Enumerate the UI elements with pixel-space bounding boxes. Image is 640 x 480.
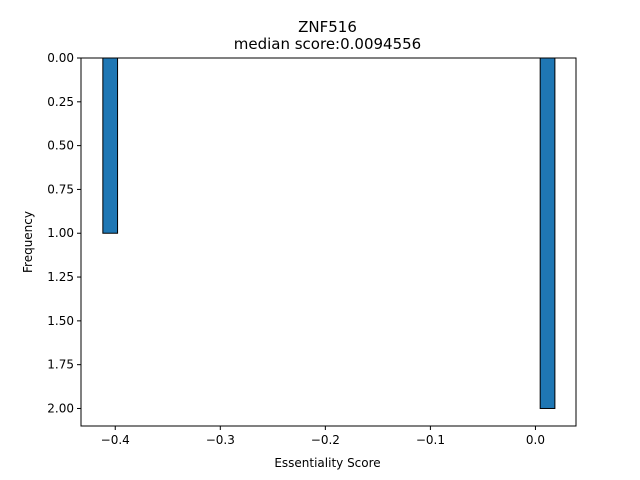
y-axis-label: Frequency xyxy=(21,211,35,273)
histogram-bar-1 xyxy=(539,57,556,409)
x-tick-label: −0.2 xyxy=(311,433,340,447)
y-tick-label: 1.00 xyxy=(47,226,74,240)
y-tick-label: 1.25 xyxy=(47,270,74,284)
bars-group xyxy=(102,57,556,409)
y-tick-label: 1.75 xyxy=(47,358,74,372)
chart-title: ZNF516 xyxy=(298,18,357,36)
chart-subtitle: median score:0.0094556 xyxy=(234,35,421,53)
y-tick-label: 1.50 xyxy=(47,314,74,328)
x-tick-label: 0.0 xyxy=(526,433,545,447)
y-tick-label: 2.00 xyxy=(47,401,74,415)
y-tick-label: 0.75 xyxy=(47,182,74,196)
y-tick-label: 0.50 xyxy=(47,139,74,153)
plot-frame xyxy=(80,57,577,427)
x-tick-label: −0.1 xyxy=(416,433,445,447)
y-tick-label: 0.00 xyxy=(47,51,74,65)
x-tick-label: −0.4 xyxy=(101,433,130,447)
x-tick-label: −0.3 xyxy=(206,433,235,447)
y-axis-ticks: 0.00 0.25 0.50 0.75 1.00 1.25 1.50 1.75 2.00 xyxy=(47,51,81,415)
x-axis-label: Essentiality Score xyxy=(274,456,380,470)
histogram-bar-0 xyxy=(102,57,119,234)
x-axis-ticks: −0.4 −0.3 −0.2 −0.1 0.0 xyxy=(101,426,545,447)
y-tick-label: 0.25 xyxy=(47,95,74,109)
